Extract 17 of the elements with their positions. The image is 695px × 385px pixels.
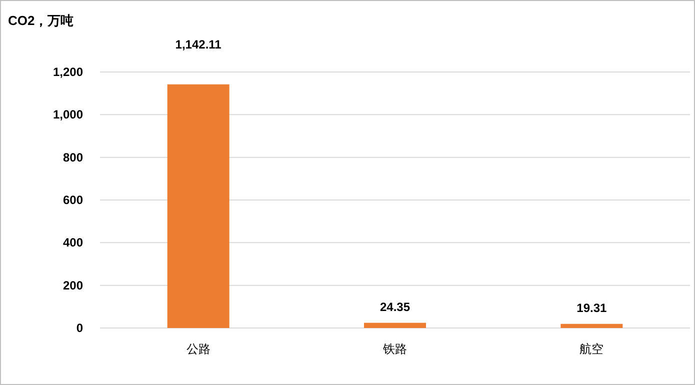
data-label: 1,142.11 bbox=[175, 37, 222, 52]
data-label: 24.35 bbox=[380, 300, 410, 314]
x-tick-label: 铁路 bbox=[382, 342, 407, 356]
bar bbox=[560, 324, 623, 328]
x-tick-label: 公路 bbox=[186, 342, 210, 356]
bar bbox=[364, 322, 426, 328]
data-label: 19.31 bbox=[576, 300, 608, 315]
x-tick-label: 航空 bbox=[580, 342, 604, 356]
y-tick-label: 1,200 bbox=[52, 65, 84, 79]
y-tick-label: 600 bbox=[62, 193, 84, 207]
y-tick-label: 800 bbox=[62, 150, 84, 164]
y-tick-label: 0 bbox=[76, 321, 84, 335]
y-axis-title: CO2，万吨 bbox=[8, 13, 74, 28]
bar bbox=[167, 84, 230, 328]
y-tick-label: 400 bbox=[62, 236, 84, 250]
y-tick-label: 1,000 bbox=[52, 108, 84, 122]
y-tick-label: 200 bbox=[62, 278, 84, 292]
